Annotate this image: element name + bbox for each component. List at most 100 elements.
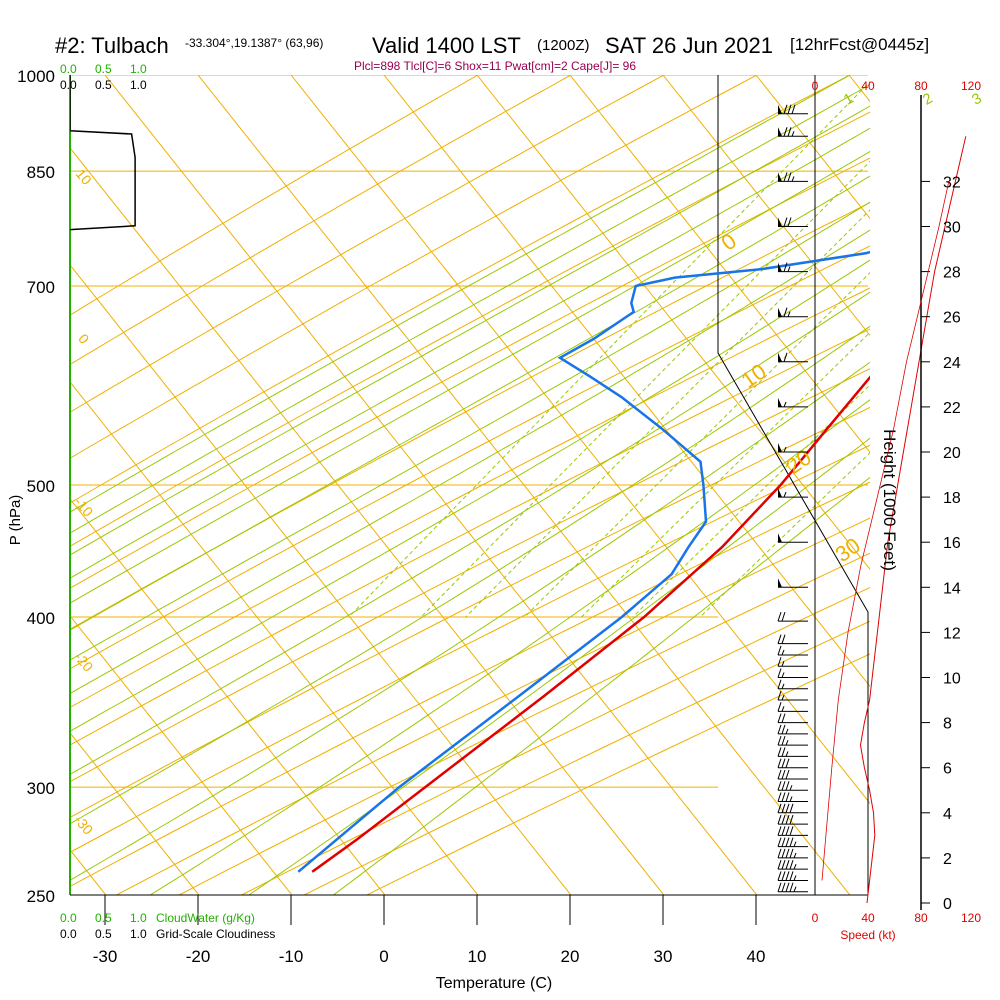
cloud-scale-bottom-black: 0.0 [60,927,77,941]
wind-barb-pennant [778,488,782,498]
dry-adiabat-label: 0 [75,331,92,347]
height-tick-label: 18 [943,490,961,507]
wind-barb-half [785,739,789,746]
wind-barb-flag [785,814,790,825]
wind-barb-half [783,491,787,498]
wind-barb-flag [777,724,782,735]
wind-barb-flag [781,769,786,780]
wind-barb-flag [789,814,794,825]
wind-barb [777,690,808,701]
wind-barb-flag [781,803,786,813]
dry-adiabat-line [70,287,870,709]
isotherm-line [70,381,479,895]
moist-adiabat-line [70,127,870,579]
wind-barb [777,837,808,848]
wind-barb-flag [781,735,786,746]
pressure-tick-label: 500 [27,477,55,496]
wind-barb-flag [781,814,786,825]
pressure-tick-label: 300 [27,779,55,798]
height-tick-label: 10 [943,671,961,688]
wind-barb [778,533,808,543]
wind-barb-flag [777,871,782,881]
wind-barb-half [789,785,793,791]
dry-adiabat-line [70,368,870,783]
wind-barb-flag [781,758,786,768]
isotherm-line [0,75,13,895]
wind-barb-flag [785,758,790,768]
wind-barb-flag [783,217,788,227]
wind-barb [777,611,808,622]
wind-barb-pennant [778,217,782,227]
x-tick-label: -20 [186,947,211,966]
wind-barb [778,488,808,498]
wind-barb [778,352,808,363]
wind-barb-flag [781,792,786,802]
cloud-scale-bottom-black: 0.5 [95,927,112,941]
moist-adiabat-line [70,325,870,825]
wind-barb-flag [781,747,786,757]
wind-barb-half [781,683,785,689]
height-tick-label: 4 [943,806,952,823]
wind-barb-flag [781,713,786,723]
wind-barb [777,871,808,881]
wind-barb [777,713,808,724]
dewpoint-trace [297,250,870,873]
wind-barb-flag [785,882,790,892]
speed-axis-label: Speed (kt) [840,928,895,942]
isotherm-line [70,147,665,895]
wind-barb-flag [777,758,782,768]
mixing-ratio-line [420,160,870,618]
wind-barb-flag [783,352,788,362]
wind-barb-flag [789,871,794,881]
isotherm-line [290,75,870,805]
wind-barb [777,668,808,678]
wind-barb-flag [777,792,782,802]
wind-barb-half [789,796,793,802]
moist-adiabat-line [248,437,870,895]
wind-barb-flag [783,104,788,114]
dry-adiabat-label-right: 0 [717,228,741,256]
dry-adiabat-label: 10 [73,166,95,188]
wind-barb [778,104,808,115]
wind-barb [777,645,808,656]
forecast-label: [12hrFcst@0445z] [790,35,929,54]
wind-barb [778,172,808,182]
x-tick-label: 10 [468,947,487,966]
wind-barb-half [781,649,785,656]
moist-adiabat-line [70,229,870,695]
cloud-scale-bottom-green: 0.5 [95,911,112,925]
wind-barb [777,792,808,803]
wind-barb-flag [789,848,794,859]
wind-barb-flag [777,702,782,712]
wind-barb-flag [781,724,786,735]
wind-barb-flag [785,837,790,847]
wind-barb-flag [777,882,782,892]
wind-barb-flag [777,690,782,701]
moist-adiabat-line [70,201,870,661]
wind-barb-flag [777,679,782,689]
dry-adiabat-line [70,111,870,547]
wind-barb-flag [789,860,794,870]
wind-barb-half [793,841,797,847]
wind-barb-flag [781,871,786,881]
dry-adiabat-line [70,202,870,630]
dry-adiabat-label: -20 [71,649,96,675]
wind-barb-flag [785,860,790,870]
isotherm-line [476,75,870,571]
isotherm-line [383,75,870,688]
moist-adiabat-line [149,399,870,895]
height-tick-label: 28 [943,265,961,282]
height-tick-label: 6 [943,761,952,778]
cloud-scale-bottom-green: 1.0 [130,911,147,925]
valid-time: Valid 1400 LST [372,33,521,58]
isotherm-line [197,75,851,895]
wind-speed-profile [859,136,967,904]
dry-adiabat-line [70,75,851,504]
height-tick-label: 22 [943,400,961,417]
wind-barb-flag [777,826,782,836]
dry-adiabat-line [70,75,665,413]
cloud-scale-top-green: 0.0 [60,62,77,76]
dry-adiabat-line [70,328,870,746]
moist-adiabat-line [70,361,870,881]
x-tick-label: 30 [654,947,673,966]
